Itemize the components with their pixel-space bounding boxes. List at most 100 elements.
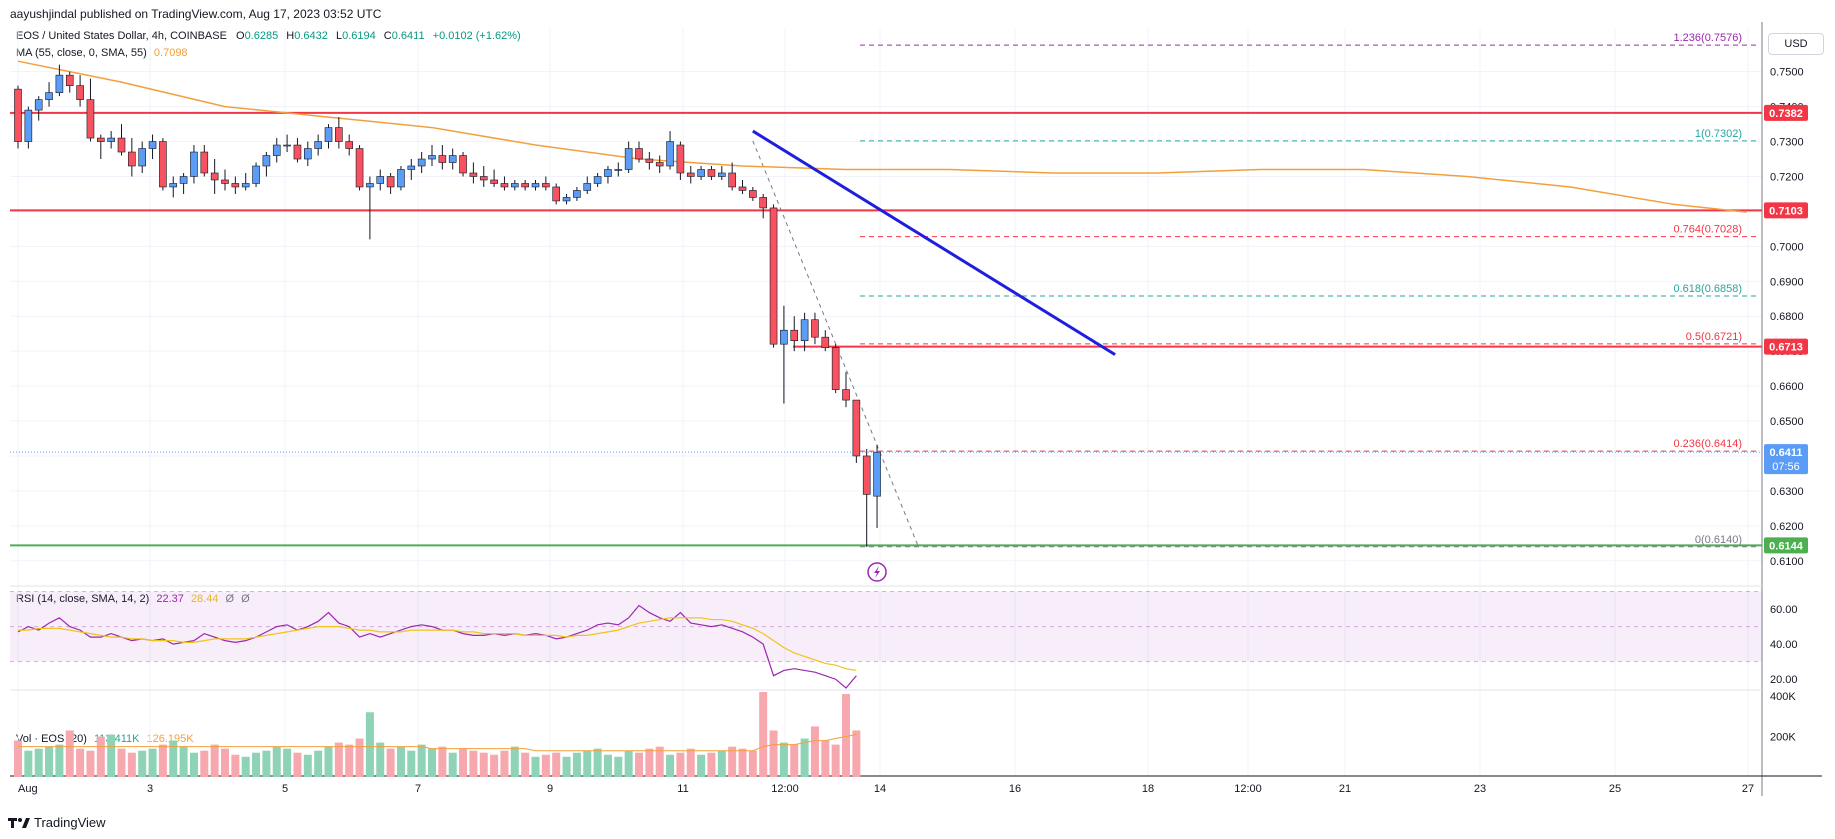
ohlc-open: O0.6285: [236, 30, 279, 42]
ohlc-close: C0.6411: [383, 30, 425, 42]
volume-bar-2: [34, 748, 43, 777]
candle-body-48: [510, 183, 519, 188]
x-tick-2: 5: [282, 783, 288, 795]
volume-bar-26: [283, 748, 292, 777]
symbol-title[interactable]: EOS / United States Dollar, 4h, COINBASE: [16, 30, 227, 42]
volume-bar-22: [241, 756, 250, 777]
candle-body-72: [759, 197, 768, 209]
volume-bar-13: [148, 748, 157, 777]
candle-body-53: [562, 197, 571, 202]
volume-tick-1: 200K: [1770, 732, 1796, 744]
volume-bar-9: [107, 734, 116, 777]
volume-bar-11: [127, 752, 136, 777]
candle-body-46: [490, 179, 498, 184]
price-label-0: 0.7382: [1769, 108, 1803, 120]
ma-legend[interactable]: MA (55, close, 0, SMA, 55) 0.7098: [16, 47, 188, 59]
candle-body-36: [386, 176, 395, 188]
volume-bar-29: [314, 750, 323, 777]
rsi-extra-1: Ø: [225, 593, 235, 605]
fib-diagonal: [752, 140, 919, 547]
ohlc-change: +0.0102 (+1.62%): [432, 30, 521, 42]
candle-body-37: [397, 169, 405, 188]
candle-body-2: [34, 99, 43, 111]
volume-bar-34: [365, 712, 374, 777]
volume-bar-30: [324, 746, 333, 777]
volume-bar-81: [852, 730, 861, 777]
candle-body-64: [676, 144, 685, 174]
volume-bar-10: [117, 748, 126, 777]
candle-body-1: [24, 109, 33, 142]
price-label-bg-4: [1764, 537, 1808, 554]
rsi-band: [10, 591, 1762, 662]
volume-bar-33: [355, 738, 364, 777]
y-tick-2: 0.7300: [1770, 137, 1804, 149]
volume-bar-55: [583, 750, 592, 777]
volume-bar-15: [169, 740, 178, 777]
candle-body-57: [604, 169, 612, 177]
volume-bar-52: [552, 752, 561, 777]
y-tick-14: 0.6100: [1770, 556, 1804, 568]
x-tick-13: 25: [1609, 783, 1621, 795]
candle-body-78: [821, 336, 830, 348]
candle-body-25: [272, 144, 281, 156]
x-tick-4: 9: [547, 783, 553, 795]
volume-bar-37: [396, 746, 405, 777]
x-tick-14: 27: [1742, 783, 1754, 795]
currency-button[interactable]: USD: [1768, 33, 1824, 55]
y-tick-7: 0.6800: [1770, 311, 1804, 323]
candle-body-80: [842, 389, 850, 401]
candle-body-54: [573, 190, 581, 198]
candle-body-7: [86, 99, 95, 139]
candle-body-76: [800, 319, 809, 341]
candle-body-17: [190, 151, 198, 177]
candle-body-20: [221, 179, 229, 184]
trendline: [752, 129, 1116, 356]
candle-body-42: [448, 155, 457, 163]
publish-info: aayushjindal published on TradingView.co…: [10, 7, 382, 21]
candle-body-75: [790, 329, 799, 341]
candle-body-65: [686, 172, 695, 177]
volume-bar-41: [438, 746, 447, 777]
volume-bar-5: [65, 730, 74, 777]
candle-body-15: [169, 183, 178, 188]
candle-body-5: [65, 74, 74, 86]
volume-ma-value: 126.195K: [146, 733, 194, 745]
volume-bar-49: [521, 752, 530, 777]
volume-bar-64: [676, 752, 685, 777]
volume-ma-line: [18, 734, 857, 752]
y-tick-10: 0.6500: [1770, 416, 1804, 428]
volume-bar-39: [417, 744, 426, 777]
candle-body-47: [500, 183, 509, 188]
y-tick-9: 0.6600: [1770, 381, 1804, 393]
volume-bar-54: [572, 752, 581, 777]
volume-bar-18: [200, 750, 209, 777]
price-label-2: 0.6713: [1769, 342, 1803, 354]
candle-body-67: [707, 169, 716, 177]
candle-body-50: [531, 183, 540, 188]
volume-bar-74: [779, 742, 788, 777]
volume-value: 113.411K: [93, 733, 140, 745]
volume-bar-7: [86, 750, 95, 777]
volume-bar-0: [14, 740, 22, 777]
fib-label-4: 0.5(0.6721): [1686, 331, 1742, 343]
volume-bar-27: [293, 752, 302, 777]
candle-body-59: [624, 148, 633, 170]
volume-bar-60: [635, 752, 643, 777]
candle-body-44: [469, 172, 478, 177]
candle-body-77: [811, 319, 819, 338]
candle-body-55: [583, 183, 592, 191]
candle-body-16: [179, 176, 188, 184]
candle-body-22: [241, 183, 250, 188]
rsi-legend[interactable]: RSI (14, close, SMA, 14, 2) 22.37 28.44 …: [16, 593, 250, 605]
rsi-ma-value: 28.44: [190, 593, 219, 605]
x-tick-12: 23: [1474, 783, 1486, 795]
volume-bar-70: [738, 748, 747, 777]
y-tick-0: 0.7500: [1770, 67, 1804, 79]
price-label-sub-3: 07:56: [1772, 461, 1800, 473]
volume-bar-43: [459, 748, 468, 777]
candle-body-52: [552, 186, 561, 202]
ma-line: [17, 60, 1747, 213]
footer-brand: TradingView: [34, 815, 106, 830]
volume-bar-47: [500, 750, 509, 777]
